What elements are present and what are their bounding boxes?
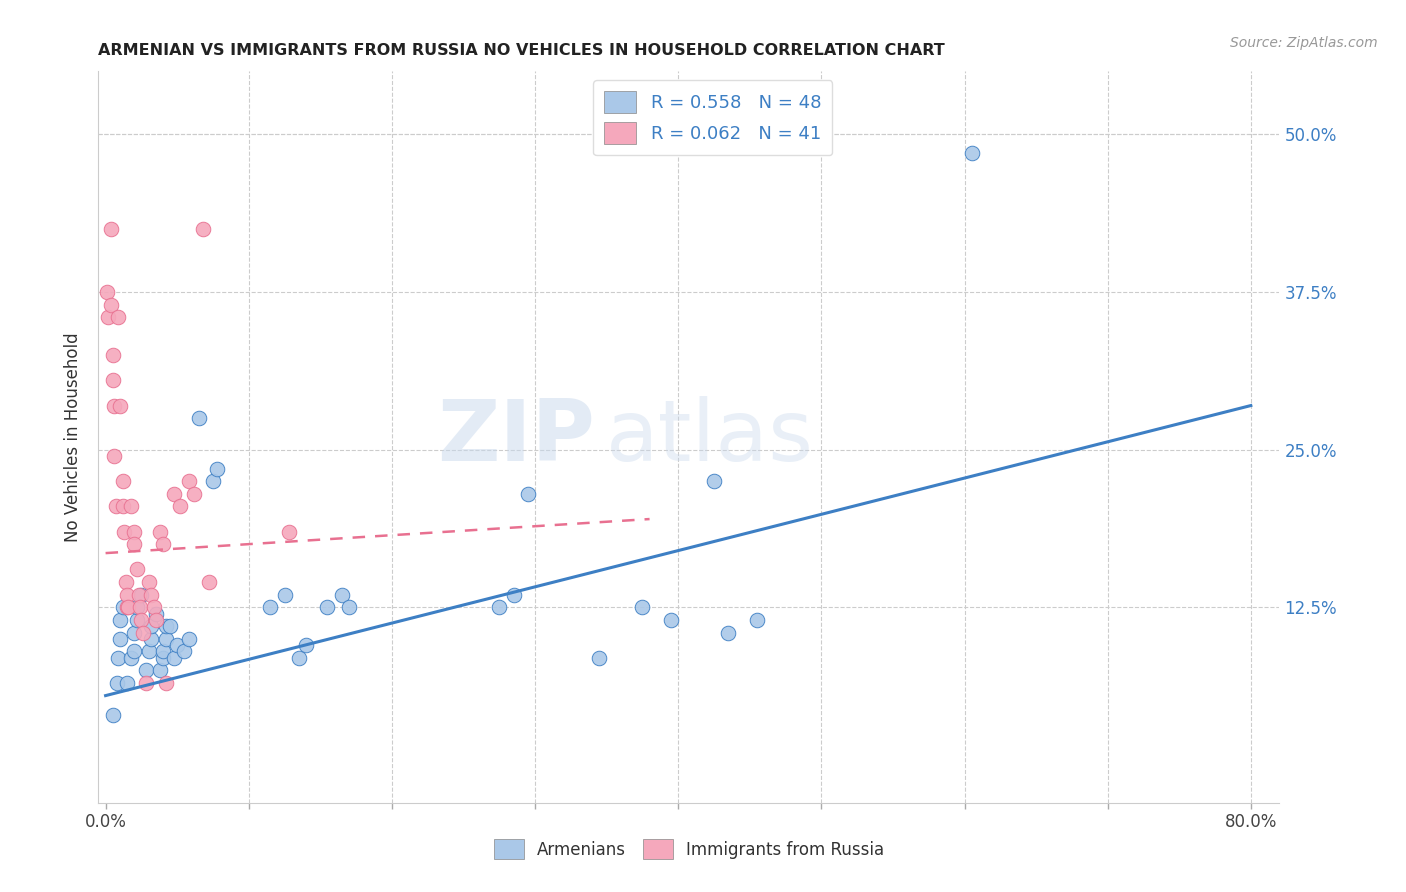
Point: [163, 487, 186, 501]
Point: [108, 632, 131, 646]
Text: ZIP: ZIP: [437, 395, 595, 479]
Point: [516, 487, 538, 501]
Point: [101, 348, 124, 362]
Point: [111, 474, 134, 488]
Point: [277, 524, 299, 539]
Point: [155, 619, 177, 633]
Point: [107, 650, 129, 665]
Point: [745, 613, 768, 627]
Point: [101, 707, 124, 722]
Point: [129, 600, 152, 615]
Point: [631, 600, 654, 615]
Point: [717, 625, 740, 640]
Point: [152, 644, 174, 658]
Point: [111, 600, 134, 615]
Point: [191, 222, 214, 236]
Point: [131, 588, 153, 602]
Point: [163, 650, 186, 665]
Point: [337, 600, 360, 615]
Point: [166, 638, 188, 652]
Point: [155, 676, 177, 690]
Point: [122, 644, 145, 658]
Point: [115, 588, 138, 602]
Point: [143, 600, 166, 615]
Point: [100, 222, 122, 236]
Point: [155, 632, 177, 646]
Point: [128, 588, 150, 602]
Point: [125, 613, 148, 627]
Point: [177, 474, 200, 488]
Point: [97, 310, 120, 325]
Point: [960, 146, 983, 161]
Point: [488, 600, 510, 615]
Point: [273, 588, 295, 602]
Point: [145, 607, 167, 621]
Point: [588, 650, 610, 665]
Point: [295, 638, 318, 652]
Point: [100, 298, 122, 312]
Text: atlas: atlas: [606, 395, 814, 479]
Point: [187, 411, 209, 425]
Point: [115, 600, 138, 615]
Point: [141, 588, 163, 602]
Point: [115, 676, 138, 690]
Point: [152, 650, 174, 665]
Point: [120, 650, 142, 665]
Point: [703, 474, 725, 488]
Point: [125, 562, 148, 576]
Point: [177, 632, 200, 646]
Point: [141, 619, 163, 633]
Point: [141, 632, 163, 646]
Point: [111, 500, 134, 514]
Point: [104, 500, 127, 514]
Point: [259, 600, 281, 615]
Point: [132, 625, 155, 640]
Point: [159, 619, 181, 633]
Text: Source: ZipAtlas.com: Source: ZipAtlas.com: [1230, 36, 1378, 50]
Point: [197, 575, 219, 590]
Point: [101, 373, 124, 387]
Point: [96, 285, 118, 299]
Point: [659, 613, 682, 627]
Point: [152, 537, 174, 551]
Point: [135, 676, 157, 690]
Point: [138, 644, 160, 658]
Point: [207, 461, 229, 475]
Point: [149, 524, 172, 539]
Point: [169, 500, 191, 514]
Point: [138, 575, 160, 590]
Point: [135, 664, 157, 678]
Point: [122, 524, 145, 539]
Point: [105, 676, 128, 690]
Point: [125, 600, 148, 615]
Point: [107, 310, 129, 325]
Point: [117, 600, 139, 615]
Point: [131, 613, 153, 627]
Text: ARMENIAN VS IMMIGRANTS FROM RUSSIA NO VEHICLES IN HOUSEHOLD CORRELATION CHART: ARMENIAN VS IMMIGRANTS FROM RUSSIA NO VE…: [98, 43, 945, 58]
Point: [201, 474, 224, 488]
Point: [122, 537, 145, 551]
Y-axis label: No Vehicles in Household: No Vehicles in Household: [65, 332, 83, 542]
Point: [108, 613, 131, 627]
Point: [288, 650, 311, 665]
Point: [183, 487, 205, 501]
Point: [149, 664, 172, 678]
Point: [145, 613, 167, 627]
Point: [103, 399, 125, 413]
Point: [112, 524, 135, 539]
Point: [330, 588, 353, 602]
Point: [120, 500, 142, 514]
Point: [502, 588, 524, 602]
Point: [103, 449, 125, 463]
Point: [108, 399, 131, 413]
Point: [316, 600, 339, 615]
Legend: Armenians, Immigrants from Russia: Armenians, Immigrants from Russia: [485, 830, 893, 868]
Point: [173, 644, 195, 658]
Point: [122, 625, 145, 640]
Point: [114, 575, 136, 590]
